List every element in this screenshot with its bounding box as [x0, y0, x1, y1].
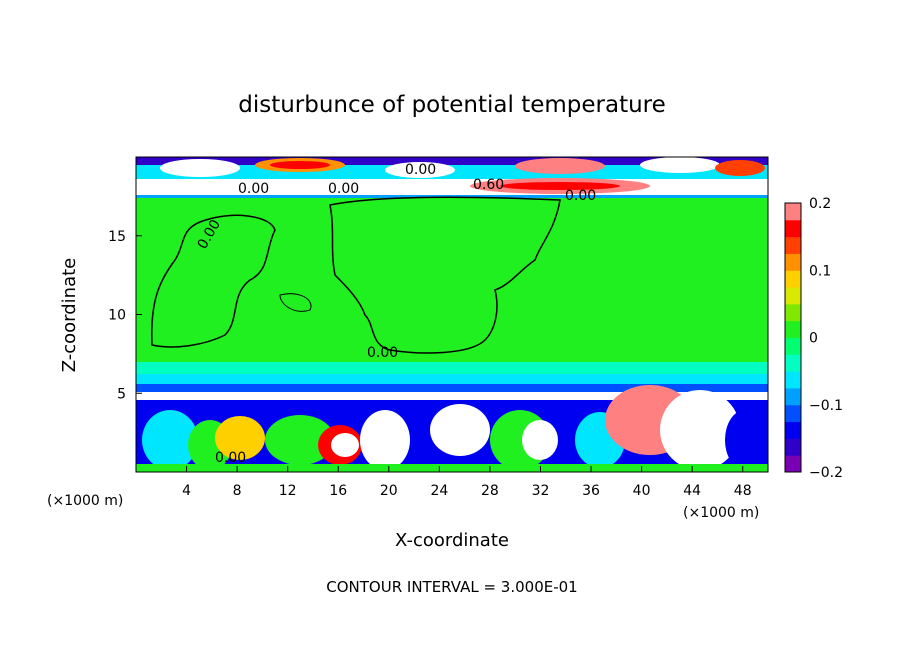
colorbar-swatch: [785, 203, 801, 221]
chart-title: disturbunce of potential temperature: [238, 92, 666, 118]
x-tick-label: 16: [329, 483, 347, 499]
colorbar-swatch: [785, 270, 801, 288]
y-tick-label: 10: [108, 308, 126, 324]
x-tick-label: 20: [380, 483, 398, 499]
x-tick-label: 8: [233, 483, 242, 499]
x-axis-label: X-coordinate: [395, 530, 509, 551]
x-tick-label: 44: [683, 483, 701, 499]
colorbar-tick-label: 0.1: [809, 263, 831, 279]
colorbar-swatch: [785, 421, 801, 439]
colorbar: 0.2 0.1 0 −0.1 −0.2: [785, 196, 843, 481]
colorbar-tick-label: −0.1: [809, 398, 843, 414]
x-tick-label: 28: [481, 483, 499, 499]
x-tick-label: 12: [279, 483, 297, 499]
x-axis: 4 8 12 16 20 24 28 32 36 40 44 48: [182, 466, 752, 499]
contour-label: 0.00: [328, 181, 359, 197]
colorbar-swatch: [785, 455, 801, 473]
colorbar-swatch: [785, 337, 801, 355]
colorbar-swatch: [785, 303, 801, 322]
x-tick-label: 36: [582, 483, 600, 499]
x-unit-label-right: (×1000 m): [683, 505, 759, 521]
contour-label: 0.00: [565, 188, 596, 204]
heatmap-field: [136, 157, 768, 472]
colorbar-swatch: [785, 404, 801, 423]
colorbar-frame: [784, 202, 802, 473]
colorbar-tick-label: −0.2: [809, 465, 843, 481]
x-tick-label: 40: [633, 483, 651, 499]
colorbar-swatch: [785, 236, 801, 254]
x-tick-label: 4: [182, 483, 191, 499]
y-axis-label: Z-coordinate: [59, 258, 80, 373]
colorbar-tick-label: 0: [809, 331, 818, 347]
contour-interval-note: CONTOUR INTERVAL = 3.000E-01: [326, 578, 577, 596]
contour-label: 0.00: [215, 450, 246, 466]
colorbar-swatch: [785, 354, 801, 372]
y-tick-label: 5: [117, 386, 126, 402]
y-tick-label: 15: [108, 229, 126, 245]
colorbar-swatch: [785, 219, 801, 238]
colorbar-swatch: [785, 438, 801, 456]
colorbar-swatch: [785, 287, 801, 305]
colorbar-swatch: [785, 320, 801, 338]
x-tick-label: 48: [734, 483, 752, 499]
x-tick-label: 24: [430, 483, 448, 499]
contour-label: 0.00: [405, 162, 436, 178]
colorbar-tick-label: 0.2: [809, 196, 831, 212]
colorbar-swatch: [785, 371, 801, 389]
y-axis: 5 10 15: [108, 229, 142, 402]
x-tick-label: 32: [532, 483, 550, 499]
contour-label: 0.60: [473, 177, 504, 193]
contour-label: 0.00: [367, 345, 398, 361]
x-unit-label: (×1000 m): [47, 493, 123, 509]
colorbar-swatch: [785, 387, 801, 406]
colorbar-swatch: [785, 253, 801, 271]
contour-label: 0.00: [238, 181, 269, 197]
